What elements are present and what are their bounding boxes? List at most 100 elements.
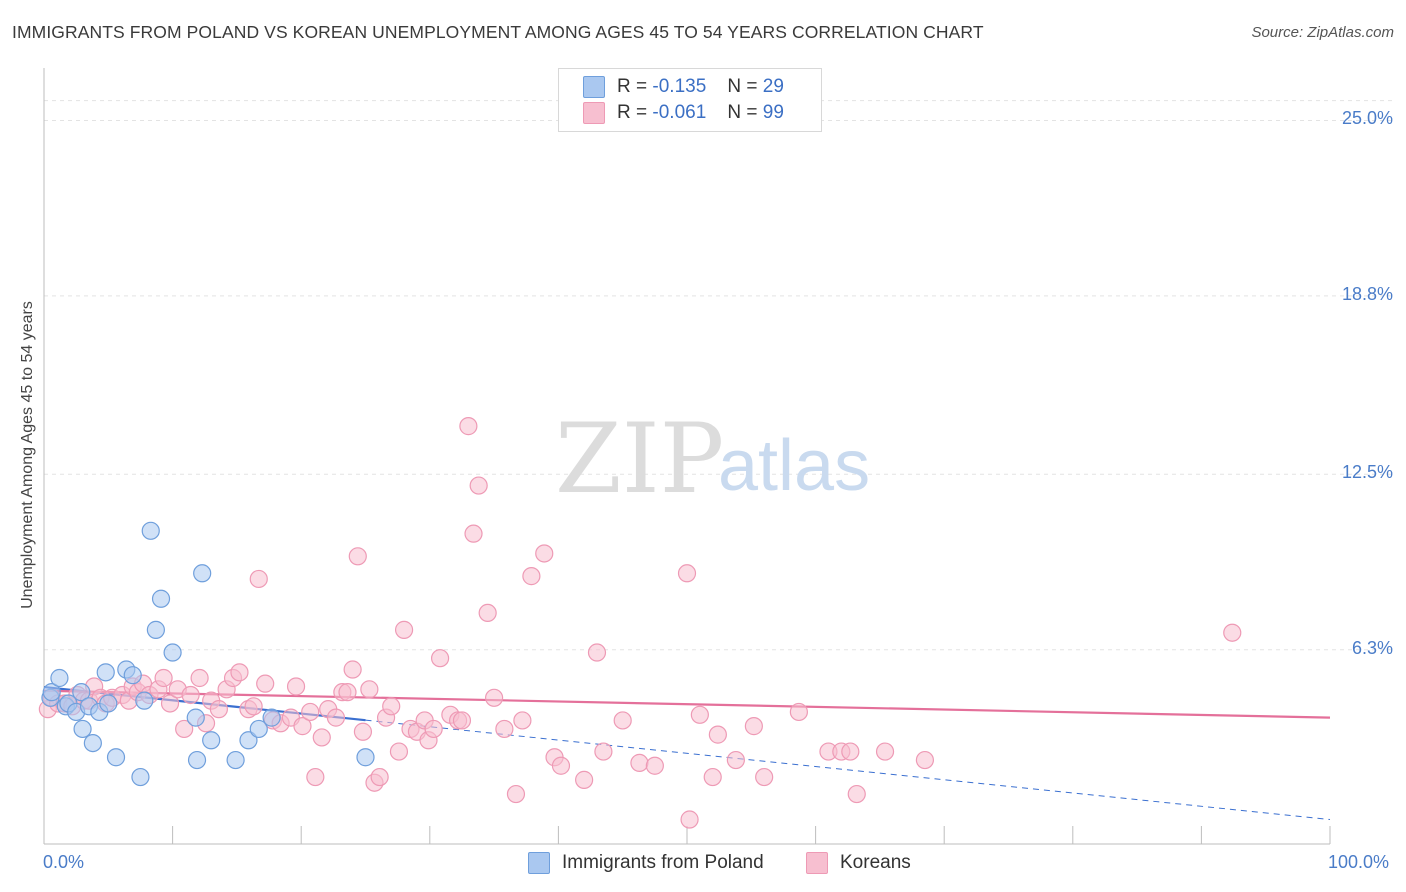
korean-point: [841, 742, 860, 761]
korean-point: [575, 770, 594, 789]
legend-n-label: N =: [727, 102, 758, 123]
korean-point: [244, 697, 263, 716]
korean-trend: [43, 689, 1331, 719]
poland-point: [131, 767, 150, 787]
poland-point: [239, 731, 258, 750]
korean-point: [744, 717, 763, 736]
grid-lines: [44, 100, 1392, 651]
poland-point: [141, 521, 160, 540]
korean-point: [495, 719, 514, 739]
korean-point: [160, 694, 180, 713]
poland-legend-swatch: [528, 852, 550, 874]
korean-point: [875, 742, 895, 761]
watermark: ZIP atlas: [555, 403, 870, 515]
korean-point: [535, 544, 554, 563]
korean-point: [353, 722, 373, 741]
series-legend: Immigrants from Poland Koreans: [0, 852, 1406, 876]
y-tick-label: 25.0%: [1341, 108, 1393, 129]
poland-point: [151, 589, 171, 608]
legend-r-label: R =: [617, 102, 648, 123]
korean-point: [513, 711, 532, 730]
korean-point: [154, 668, 173, 688]
legend-r-value: -0.135: [652, 76, 707, 97]
korean-point: [256, 674, 275, 693]
korean-point: [847, 784, 866, 804]
poland-point: [83, 733, 102, 753]
legend-n-value: 99: [762, 102, 784, 123]
correlation-legend: R = -0.135 N = 29 R = -0.061 N = 99: [558, 68, 822, 132]
poland-point: [202, 731, 221, 750]
korean-point: [370, 767, 389, 787]
poland-point: [106, 748, 126, 767]
korean-point: [594, 742, 613, 761]
source-credit: Source: ZipAtlas.com: [1251, 24, 1394, 41]
korean-point: [293, 717, 312, 736]
korean-point: [522, 567, 541, 586]
poland-point: [249, 719, 268, 739]
legend-n-label: N =: [727, 76, 758, 97]
poland-points: [41, 521, 375, 787]
korean-point: [703, 767, 722, 787]
y-tick-label: 6.3%: [1351, 637, 1393, 658]
poland-point: [99, 694, 118, 713]
poland-point: [186, 708, 205, 727]
korean-point: [469, 476, 488, 495]
korean-point: [551, 756, 571, 775]
korean-point: [230, 663, 249, 682]
korean-point: [726, 750, 745, 770]
korean-point: [708, 725, 727, 744]
korean-point: [190, 668, 209, 688]
korean-point: [326, 708, 346, 727]
poland-point: [135, 691, 154, 710]
poland-point: [163, 643, 182, 662]
korean-point: [389, 742, 409, 761]
korean-point: [286, 677, 306, 696]
poland-point: [42, 683, 61, 702]
korean-point: [459, 417, 478, 436]
korean-point: [1223, 623, 1242, 642]
korean-point: [312, 728, 331, 747]
poland-point: [50, 668, 69, 688]
poland-point: [187, 750, 207, 770]
poland-point: [72, 683, 91, 702]
x-tick-label-min: 0.0%: [43, 852, 85, 872]
korean-point: [755, 767, 774, 787]
poland-point: [262, 708, 281, 727]
legend-row-poland: R = -0.135 N = 29: [583, 75, 784, 99]
watermark-zip: ZIP: [555, 403, 724, 515]
korean-point: [690, 705, 709, 724]
legend-r-value: -0.061: [652, 102, 707, 123]
korean-point: [506, 784, 526, 804]
korean-point: [382, 697, 401, 716]
korean-point: [209, 700, 228, 719]
korean-legend-label: Koreans: [840, 852, 911, 873]
korean-point: [360, 680, 379, 699]
poland-point: [96, 663, 115, 682]
poland-point: [356, 748, 375, 767]
korean-point: [175, 719, 194, 739]
y-tick-label: 18.8%: [1341, 283, 1393, 304]
legend-r-label: R =: [617, 76, 648, 97]
korean-point: [424, 719, 443, 739]
korean-point: [789, 702, 808, 722]
korean-point: [306, 767, 325, 787]
chart-title: IMMIGRANTS FROM POLAND VS KOREAN UNEMPLO…: [12, 22, 984, 42]
korean-point: [680, 810, 699, 829]
legend-n-value: 29: [762, 76, 784, 97]
korean-point: [485, 688, 504, 707]
korean-point: [452, 711, 472, 730]
korean-points: [38, 417, 1242, 829]
watermark-atlas: atlas: [718, 426, 870, 506]
poland-point: [193, 564, 212, 583]
korean-point: [301, 702, 320, 722]
korean-point: [677, 564, 697, 583]
korean-point: [394, 620, 414, 639]
korean-point: [343, 660, 362, 679]
poland-point: [73, 719, 92, 739]
poland-swatch: [583, 76, 605, 98]
korean-point: [249, 569, 268, 589]
korean-point: [181, 685, 200, 705]
poland-point: [123, 666, 142, 685]
korean-point: [478, 603, 497, 623]
